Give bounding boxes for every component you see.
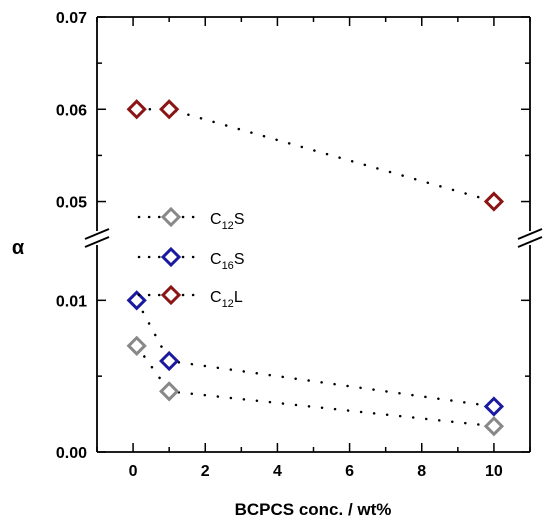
legend-marker: [160, 206, 182, 228]
y-tick-label: 0.05: [56, 195, 87, 212]
y-tick-label: 0.06: [56, 102, 87, 119]
data-point: [483, 416, 505, 437]
x-tick-label: 0: [129, 463, 138, 480]
axis-break-marks: [84, 228, 543, 248]
break-mark: [517, 236, 543, 248]
break-mark: [84, 236, 110, 248]
data-point: [159, 99, 180, 120]
legend: C12S C16S C12L: [137, 206, 244, 310]
y-tick-label: 0.00: [56, 445, 87, 462]
data-point: [126, 99, 147, 120]
break-mark: [517, 228, 543, 240]
data-point: [126, 335, 147, 356]
series-line: [135, 344, 496, 428]
y-axis-title: α: [12, 237, 25, 259]
legend-label: C12S: [210, 211, 244, 232]
data-point: [159, 350, 180, 372]
data-point: [159, 381, 180, 402]
x-axis-title: BCPCS conc. / wt%: [235, 500, 392, 519]
series-line: [135, 108, 496, 203]
legend-label: C12L: [210, 289, 243, 310]
axis-ticks: [96, 16, 531, 453]
break-mark: [84, 228, 110, 240]
series-lines: [135, 108, 496, 428]
series-points: [126, 99, 505, 437]
tick-labels: 0 2 4 6 8 10 0.00 0.01 0.05 0.06 0.07: [56, 10, 503, 480]
data-point: [483, 396, 505, 417]
x-tick-label: 10: [485, 463, 503, 480]
data-point: [483, 191, 505, 212]
x-tick-label: 6: [345, 463, 354, 480]
legend-marker: [160, 284, 182, 306]
series-line: [135, 299, 496, 408]
y-tick-label: 0.01: [56, 293, 87, 310]
y-tick-label: 0.07: [56, 10, 87, 27]
x-tick-label: 8: [417, 463, 426, 480]
legend-label: C16S: [210, 251, 244, 272]
plot-frame: [96, 16, 531, 453]
x-tick-label: 4: [273, 463, 282, 480]
legend-marker: [160, 246, 182, 268]
data-point: [126, 290, 147, 311]
x-tick-label: 2: [201, 463, 210, 480]
